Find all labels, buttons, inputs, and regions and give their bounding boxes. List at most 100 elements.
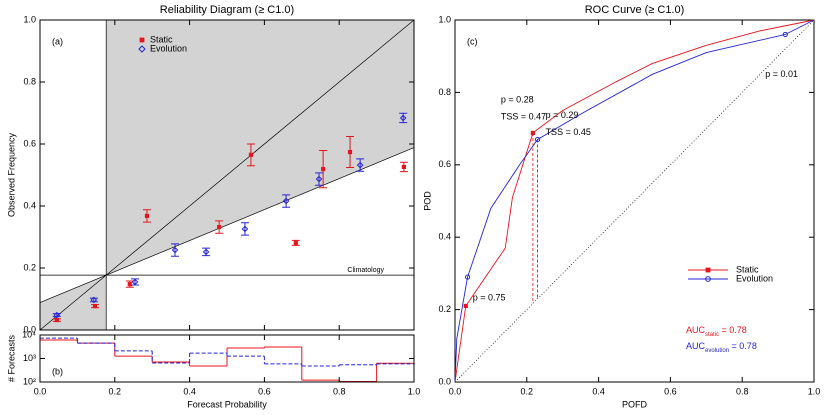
marker (293, 240, 298, 245)
legend-label: Static (150, 34, 173, 44)
error-bar (282, 194, 291, 208)
panel-label: (a) (52, 36, 63, 46)
error-bar (240, 222, 249, 236)
x-tick-label: 0.6 (258, 386, 271, 396)
threshold-label: p = 0.01 (765, 69, 798, 79)
legend-marker (138, 45, 146, 53)
y-tick-label: 0.8 (438, 87, 451, 97)
legend-label: Evolution (736, 273, 773, 283)
x-tick-label: 0.2 (109, 386, 122, 396)
marker (530, 130, 535, 136)
marker (92, 304, 98, 309)
marker (127, 282, 132, 287)
x-tick-label: 0.2 (521, 386, 534, 396)
legend-marker (139, 37, 145, 43)
roc-curve (454, 19, 815, 383)
no-skill-line (39, 147, 415, 303)
x-axis-label: Forecast Probability (187, 399, 267, 409)
x-tick-label: 0.8 (333, 386, 346, 396)
legend-marker (705, 267, 711, 273)
marker (282, 197, 290, 205)
marker (401, 164, 406, 170)
legend-label: Static (736, 264, 759, 274)
threshold-label: p = 0.28 (501, 94, 534, 104)
y-axis-label: POD (422, 191, 432, 211)
marker (248, 152, 254, 157)
auc-base: AUC (686, 325, 706, 335)
marker (321, 167, 326, 172)
marker (356, 161, 364, 169)
y-tick-label: 0.2 (23, 262, 36, 272)
y-tick-label: 0.2 (438, 304, 451, 314)
marker (90, 296, 98, 304)
marker (241, 225, 249, 233)
chart-title: Reliability Diagram (≥ C1.0) (160, 4, 294, 16)
marker (131, 278, 139, 286)
auc-label: AUCstatic = 0.78 (686, 325, 747, 337)
marker (534, 136, 541, 143)
error-bar (89, 297, 98, 303)
error-bar (315, 172, 324, 186)
auc-sub: static (705, 332, 719, 338)
auc-text: = 0.78 (719, 325, 747, 335)
x-tick-label: 1.0 (808, 386, 821, 396)
perfect-line (39, 19, 415, 331)
marker (315, 175, 323, 183)
y-tick-label: 10² (23, 376, 36, 386)
marker (399, 114, 407, 122)
x-tick-label: 0.8 (736, 386, 749, 396)
x-tick-label: 0.4 (592, 386, 605, 396)
y-tick-label: 0.0 (438, 376, 451, 386)
y-axis-label: Observed Frequency (6, 132, 16, 217)
auc-text: = 0.78 (729, 341, 757, 351)
chart-title: ROC Curve (≥ C1.0) (585, 4, 685, 16)
auc-base: AUC (686, 341, 706, 351)
marker (54, 318, 59, 323)
error-bar (52, 313, 61, 318)
marker (53, 311, 61, 319)
x-axis-label: POFD (622, 399, 648, 409)
y-tick-label: 0.0 (23, 324, 36, 334)
error-bar (356, 158, 365, 172)
auc-label: AUCevolution = 0.78 (686, 341, 757, 353)
y-tick-label: 10⁴ (22, 329, 36, 339)
climatology-label: Climatology (347, 267, 384, 274)
y-tick-label: 0.4 (438, 232, 451, 242)
marker (217, 225, 222, 230)
panel-label: (b) (52, 366, 63, 376)
y-tick-label: 0.6 (438, 159, 451, 169)
x-tick-label: 0.0 (449, 386, 462, 396)
marker (464, 274, 471, 280)
roc-curve (454, 19, 815, 383)
marker (463, 303, 468, 309)
panel-label: (c) (467, 36, 478, 46)
x-tick-label: 1.0 (408, 386, 421, 396)
y-tick-label: 0.8 (23, 76, 36, 86)
marker (202, 248, 210, 256)
x-tick-label: 0.6 (664, 386, 677, 396)
tss-label: TSS = 0.47 (501, 111, 546, 121)
y-axis-label: # Forecasts (6, 334, 16, 382)
marker (782, 31, 788, 38)
marker (347, 149, 353, 155)
y-tick-label: 1.0 (438, 14, 451, 24)
y-tick-label: 0.6 (23, 138, 36, 148)
x-tick-label: 0.4 (183, 386, 196, 396)
marker (144, 213, 150, 218)
chance-line (454, 19, 815, 383)
tss-label: TSS = 0.45 (546, 127, 591, 137)
y-tick-label: 10³ (23, 353, 36, 363)
plot-frame (454, 19, 815, 383)
threshold-label: p = 0.29 (546, 110, 579, 120)
x-tick-label: 0.0 (34, 386, 47, 396)
legend-marker (705, 276, 711, 282)
marker (171, 246, 179, 254)
auc-sub: evolution (705, 348, 729, 354)
legend-label: Evolution (150, 43, 187, 53)
plot-frame (39, 19, 415, 331)
error-bar (171, 243, 180, 257)
y-tick-label: 1.0 (23, 14, 36, 24)
threshold-label: p = 0.75 (473, 292, 506, 302)
y-tick-label: 0.4 (23, 200, 36, 210)
